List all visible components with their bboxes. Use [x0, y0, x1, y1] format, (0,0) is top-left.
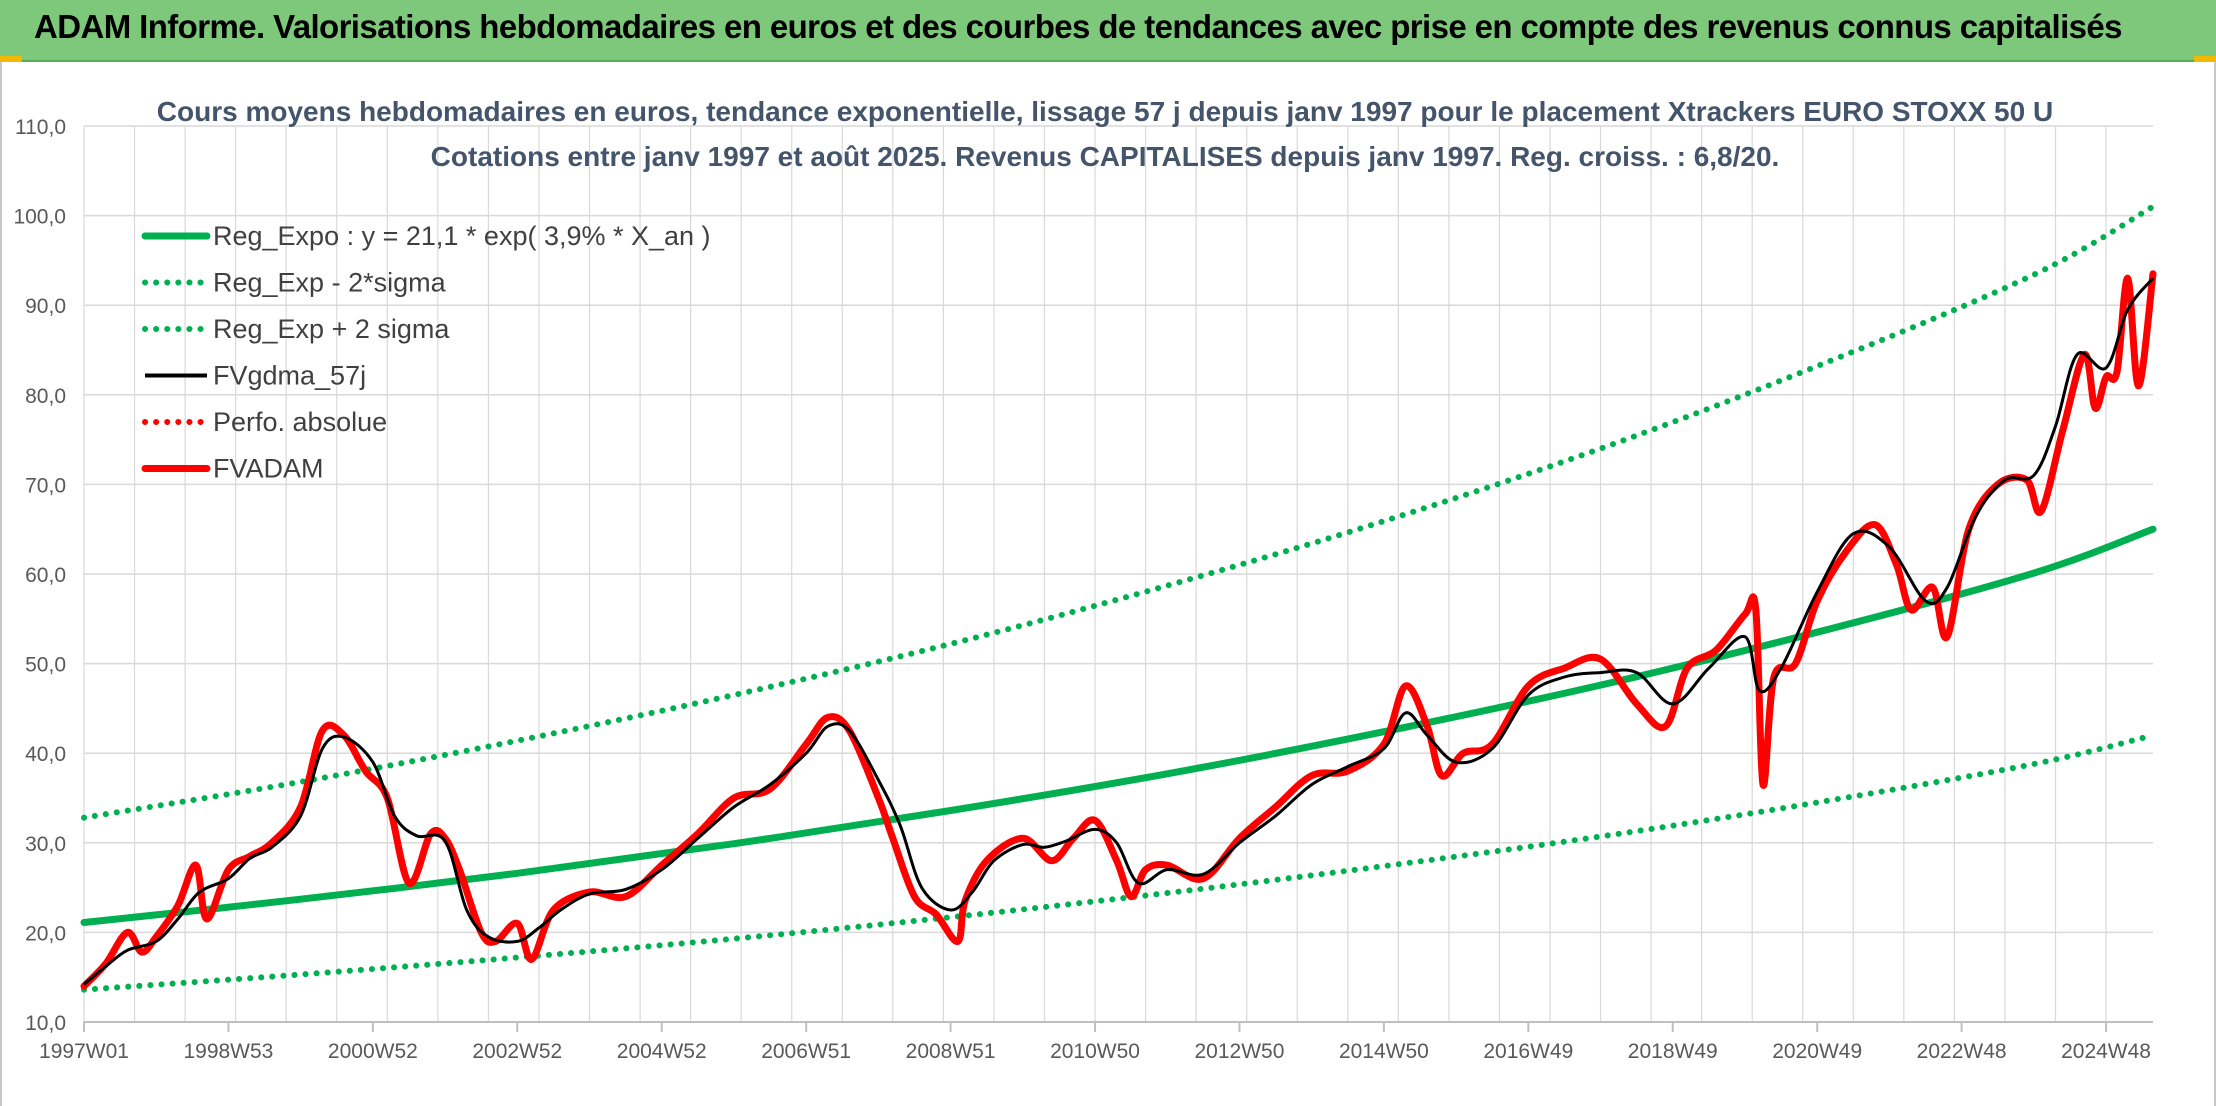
x-tick-label: 2012W50 [1195, 1040, 1285, 1063]
x-tick-label: 2004W52 [617, 1040, 707, 1063]
legend-label: FVgdma_57j [213, 361, 366, 391]
y-tick-label: 70,0 [25, 474, 66, 497]
legend-label: Reg_Expo : y = 21,1 * exp( 3,9% * X_an ) [213, 221, 711, 251]
legend-label: Perfo. absolue [213, 407, 387, 437]
x-tick-label: 1998W53 [183, 1040, 273, 1063]
x-tick-label: 2008W51 [906, 1040, 996, 1063]
corner-marker-right [2194, 56, 2216, 62]
corner-marker-left [0, 56, 22, 62]
y-tick-label: 100,0 [13, 206, 66, 229]
series-line-0 [80, 525, 2157, 926]
series-line-5 [80, 270, 2157, 990]
legend-label: FVADAM [213, 454, 324, 484]
series-line-3 [83, 277, 2155, 986]
y-tick-label: 10,0 [25, 1012, 66, 1035]
x-tick-label: 2010W50 [1050, 1040, 1140, 1063]
x-tick-label: 2022W48 [1917, 1040, 2007, 1063]
y-tick-label: 90,0 [25, 295, 66, 318]
legend-label: Reg_Exp + 2 sigma [213, 314, 450, 344]
x-tick-label: 1997W01 [39, 1040, 129, 1063]
x-tick-label: 2016W49 [1483, 1040, 1573, 1063]
y-tick-label: 80,0 [25, 385, 66, 408]
y-tick-label: 50,0 [25, 654, 66, 677]
chart-frame [0, 62, 2216, 1106]
series-line-2 [81, 203, 2156, 821]
x-tick-label: 2014W50 [1339, 1040, 1429, 1063]
y-tick-label: 20,0 [25, 922, 66, 945]
title-banner: ADAM Informe. Valorisations hebdomadaire… [0, 0, 2216, 62]
banner-title: ADAM Informe. Valorisations hebdomadaire… [34, 8, 2123, 45]
legend: Reg_Expo : y = 21,1 * exp( 3,9% * X_an )… [141, 221, 711, 484]
x-tick-label: 2000W52 [328, 1040, 418, 1063]
chart-title: Cours moyens hebdomadaires en euros, ten… [157, 96, 2053, 127]
legend-label: Reg_Exp - 2*sigma [213, 268, 447, 298]
x-tick-label: 2020W49 [1772, 1040, 1862, 1063]
y-tick-label: 60,0 [25, 564, 66, 587]
y-tick-label: 30,0 [25, 833, 66, 856]
y-tick-label: 40,0 [25, 743, 66, 766]
x-tick-label: 2002W52 [472, 1040, 562, 1063]
x-tick-label: 2006W51 [761, 1040, 851, 1063]
y-tick-label: 110,0 [15, 116, 66, 139]
x-tick-label: 2018W49 [1628, 1040, 1718, 1063]
series-layer [80, 203, 2157, 993]
series-line-1 [81, 732, 2156, 993]
chart-subtitle: Cotations entre janv 1997 et août 2025. … [431, 141, 1780, 172]
axis-layer: 10,0 20,0 30,0 40,0 50,0 60,0 70,0 80,0 90,0 100,… [13, 116, 2153, 1063]
x-tick-label: 2024W48 [2061, 1040, 2151, 1063]
